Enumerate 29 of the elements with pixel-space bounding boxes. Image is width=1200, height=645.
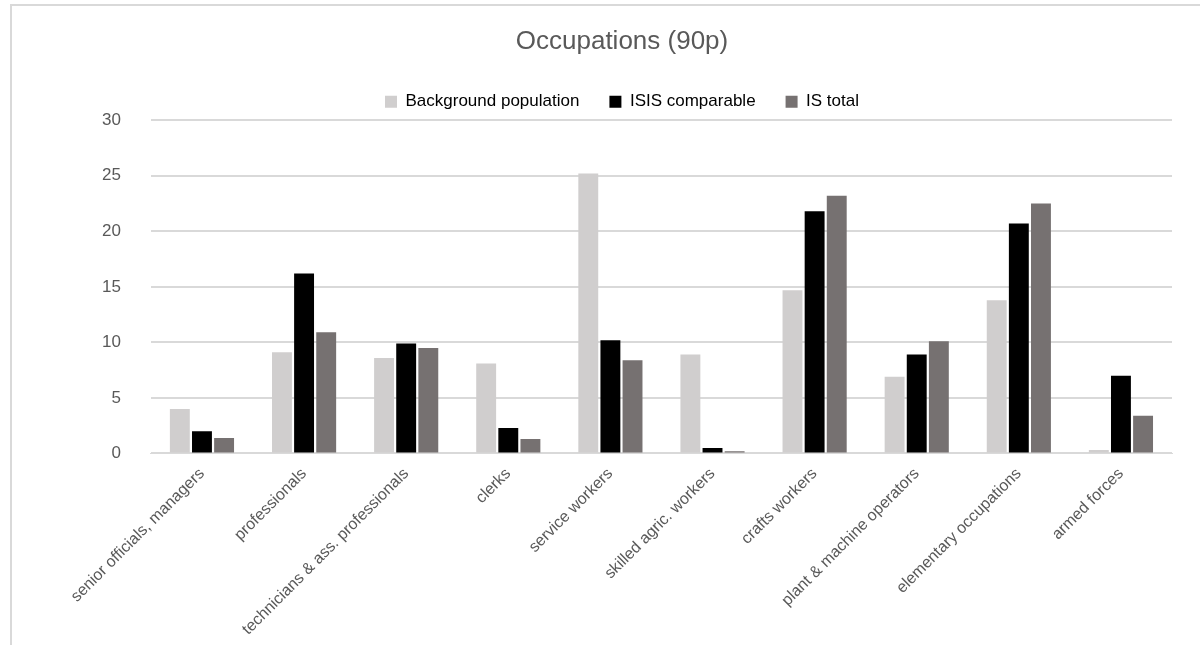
bar xyxy=(600,340,621,453)
y-tick-label: 20 xyxy=(101,220,121,240)
bar xyxy=(396,343,417,453)
bar xyxy=(294,273,315,453)
bar xyxy=(1110,375,1131,453)
bar xyxy=(906,354,927,453)
bar xyxy=(928,341,949,453)
y-tick-label: 30 xyxy=(101,109,121,129)
chart-title: Occupations (90p) xyxy=(515,24,729,55)
bar xyxy=(192,431,212,453)
bar xyxy=(1008,223,1029,453)
legend-label: Background population xyxy=(405,91,580,111)
y-tick-label: 15 xyxy=(101,276,121,296)
bar xyxy=(1031,203,1051,453)
bar xyxy=(418,347,439,453)
bar xyxy=(1133,415,1154,453)
bar xyxy=(520,439,541,453)
bar xyxy=(804,211,825,453)
bar xyxy=(316,332,337,453)
y-tick-label: 0 xyxy=(111,443,121,463)
y-tick-label: 25 xyxy=(101,165,121,185)
legend-label: IS total xyxy=(806,91,859,111)
bar xyxy=(498,427,519,453)
y-tick-label: 5 xyxy=(111,387,121,407)
bar xyxy=(826,195,847,453)
legend-label: ISIS comparable xyxy=(629,91,756,111)
y-tick-label: 10 xyxy=(101,332,121,352)
bar xyxy=(214,437,235,453)
bar xyxy=(622,360,643,453)
